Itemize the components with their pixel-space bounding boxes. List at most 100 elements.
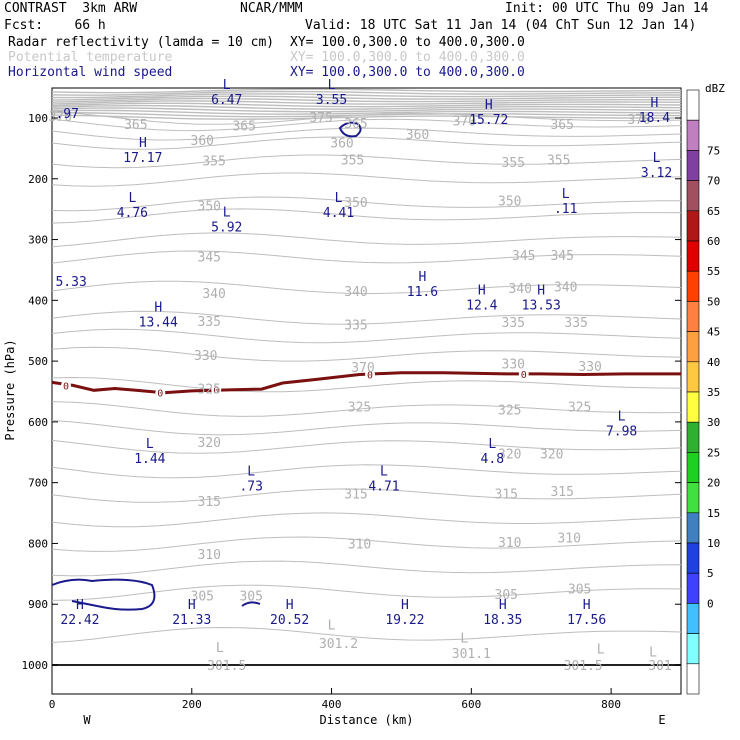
west-label: W — [83, 713, 91, 727]
theta-contour-line — [51, 232, 682, 248]
zero-dbz-label-bg — [364, 369, 375, 380]
colorbar-level: 50 — [707, 295, 720, 308]
org-label: NCAR/MMM — [240, 1, 303, 16]
zero-dbz-label-bg — [60, 380, 71, 391]
colorbar-swatch — [686, 119, 700, 151]
axes: 100 200 300 400 500 600 700 800 900 1000 0 200 400 60… — [3, 112, 681, 727]
x-axis-title: Distance (km) — [320, 713, 414, 727]
theta-label: 340 — [554, 280, 577, 295]
colorbar-swatch — [686, 270, 700, 302]
wind-contour-fragment — [241, 601, 261, 607]
forecast-hour: Fcst: 66 h — [4, 18, 106, 33]
field1-name: Radar reflectivity (lamda = 10 cm) — [8, 35, 275, 50]
colorbar-swatch — [686, 210, 700, 242]
theta-label: 365 — [232, 119, 255, 134]
theta-label: 345 — [512, 249, 535, 264]
theta-contour-line — [51, 626, 682, 643]
wind-low-marker: L — [653, 151, 661, 166]
theta-label: 360 — [330, 136, 353, 151]
theta-contour-line — [51, 208, 682, 224]
zero-dbz-label-bg — [211, 384, 222, 395]
field3-xy: XY= 100.0,300.0 to 400.0,300.0 — [290, 65, 525, 80]
theta-contour-line — [51, 560, 682, 577]
theta-label: 310 — [348, 537, 371, 552]
theta-contour-line — [51, 536, 682, 552]
colorbar-level: 45 — [707, 326, 720, 339]
theta-contour-line — [51, 439, 682, 454]
zero-dbz-label-bg — [155, 387, 166, 398]
theta-contour-line — [51, 97, 682, 103]
wind-high-marker: H — [418, 270, 426, 285]
wind-low-marker: L — [247, 464, 255, 479]
wind-edge-value: 5.33 — [55, 275, 86, 290]
theta-label: 305 — [568, 582, 591, 597]
wind-high-marker: H — [188, 598, 196, 613]
theta-low-marker: L — [328, 618, 336, 633]
theta-contour-line — [52, 93, 681, 99]
colorbar-swatch — [686, 482, 700, 514]
colorbar-swatch — [686, 331, 700, 363]
y-tick-label: 200 — [28, 173, 48, 186]
colorbar-swatch — [686, 89, 700, 121]
theta-label: 325 — [348, 401, 371, 416]
wind-extremum-value: 4.41 — [323, 206, 354, 221]
theta-contour-line — [51, 464, 682, 479]
y-tick-label: 800 — [28, 537, 48, 550]
wind-extremum-value: 15.72 — [469, 113, 508, 128]
colorbar-level: 70 — [707, 175, 720, 188]
theta-label: 330 — [502, 358, 525, 373]
theta-contours — [51, 88, 682, 666]
theta-label: 325 — [568, 401, 591, 416]
colorbar-swatch — [686, 542, 700, 574]
wind-high-marker: H — [651, 96, 659, 111]
theta-contour-line — [51, 328, 682, 344]
wind-edge-value: .97 — [55, 107, 78, 122]
theta-label: 301.5 — [207, 659, 246, 674]
y-tick-label: 900 — [28, 598, 48, 611]
x-tick-label: 600 — [461, 698, 481, 711]
colorbar-swatch — [686, 633, 700, 665]
y-tick-label: 100 — [28, 112, 48, 125]
theta-contour-line — [51, 95, 681, 101]
colorbar-level: 75 — [707, 144, 720, 157]
wind-high-marker: H — [401, 598, 409, 613]
theta-contour-line — [51, 401, 682, 417]
valid-time: Valid: 18 UTC Sat 11 Jan 14 (04 ChT Sun … — [305, 18, 697, 33]
wind-extremum-value: 13.44 — [139, 315, 178, 330]
wind-extremum-value: 13.53 — [522, 298, 561, 313]
theta-label: 345 — [198, 251, 221, 266]
theta-label: 301 — [648, 659, 671, 674]
theta-contour-line — [51, 110, 682, 125]
theta-label: 315 — [495, 488, 518, 503]
theta-label: 350 — [198, 200, 221, 215]
wind-low-marker: L — [128, 191, 136, 206]
east-label: E — [658, 713, 665, 727]
colorbar-level: 15 — [707, 507, 720, 520]
x-tick-label: 800 — [601, 698, 621, 711]
theta-contour-line — [51, 488, 682, 503]
colorbar-level: 35 — [707, 386, 720, 399]
wind-high-marker: H — [76, 598, 84, 613]
wind-contour-large — [51, 578, 156, 611]
theta-label: 335 — [502, 316, 525, 331]
theta-low-marker: L — [597, 643, 605, 658]
theta-label: 320 — [498, 447, 521, 462]
colorbar-level: 10 — [707, 537, 720, 550]
wind-low-marker: L — [562, 187, 570, 202]
theta-label: 325 — [198, 382, 221, 397]
theta-contour-line — [51, 419, 682, 436]
theta-label: 365 — [550, 118, 573, 133]
theta-contour-line — [51, 346, 682, 362]
colorbar-level: 25 — [707, 446, 720, 459]
theta-label: 310 — [557, 531, 580, 546]
colorbar-swatch — [686, 391, 700, 423]
wind-extremum-value: 4.76 — [117, 206, 148, 221]
wind-high-marker: H — [139, 136, 147, 151]
colorbar-level: 5 — [707, 567, 714, 580]
theta-label: 330 — [578, 360, 601, 375]
theta-label: 340 — [344, 285, 367, 300]
y-tick-label: 300 — [28, 234, 48, 247]
wind-low-marker: L — [223, 205, 231, 220]
theta-contour-line — [51, 109, 682, 115]
